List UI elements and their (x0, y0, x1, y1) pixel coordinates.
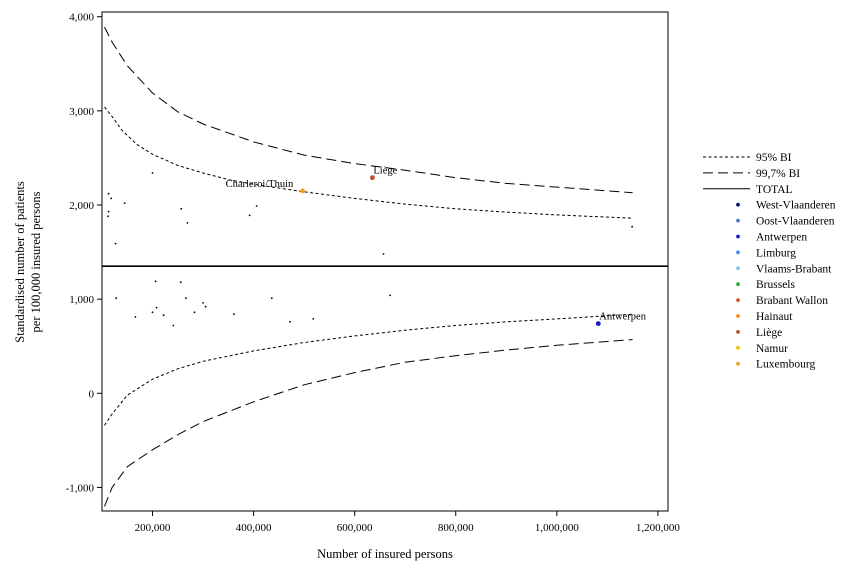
data-point-9 (186, 222, 189, 224)
data-point-7 (151, 172, 154, 174)
x-tick-label-2: 400,000 (236, 522, 272, 534)
data-point-21 (179, 281, 182, 284)
data-point-2 (110, 197, 112, 200)
plot-frame (101, 11, 669, 512)
legend-label-brabant-wallon: Brabant Wallon (756, 295, 828, 307)
annotation-charleroi-thuin: Charleroi/Thuin (226, 179, 294, 190)
legend-label-luxembourg: Luxembourg (756, 359, 815, 371)
line-ci997-upper (104, 26, 633, 194)
data-point-11 (255, 205, 258, 207)
legend-swatch-west-vlaanderen (736, 202, 740, 207)
data-point-32 (370, 175, 375, 181)
data-point-31 (300, 188, 305, 194)
legend-label-west-vlaanderen: West-Vlaanderen (756, 200, 836, 212)
data-point-29 (312, 318, 315, 320)
x-axis-title: Number of insured persons (317, 547, 453, 561)
legend-label-namur: Namur (756, 343, 788, 355)
data-point-15 (134, 316, 137, 318)
legend-label-95-bi: 95% BI (756, 152, 792, 164)
legend-label-brussels: Brussels (756, 279, 796, 291)
legend-swatch-li-ge (736, 330, 740, 334)
y-axis-title-line-1: Standardised number of patients (13, 181, 27, 343)
data-point-28 (289, 320, 291, 323)
data-point-13 (631, 225, 633, 228)
data-point-1 (107, 192, 110, 195)
confidence-curves (104, 26, 633, 507)
legend-swatch-namur (736, 345, 740, 350)
y-tick-label-5: 0 (89, 388, 95, 400)
data-point-26 (233, 313, 235, 316)
annotation-antwerpen: Antwerpen (599, 312, 646, 323)
x-tick-label-3: 600,000 (337, 522, 373, 534)
data-point-18 (155, 306, 158, 309)
legend-swatch-limburg (736, 250, 740, 255)
x-tick-label-6: 1,200,000 (636, 522, 681, 534)
x-axis: 200,000 400,000 600,000 800,000 1,000,000 1,2… (135, 511, 681, 534)
data-point-19 (162, 314, 165, 317)
data-point-25 (204, 305, 207, 308)
legend-label-oost-vlaanderen: Oost-Vlaanderen (756, 216, 835, 228)
data-point-24 (202, 302, 205, 304)
data-point-22 (185, 297, 187, 300)
data-point-33 (595, 321, 601, 326)
line-ci997-lower (104, 339, 633, 507)
data-points: Charleroi/Thuin Liège Antwerpen (107, 166, 647, 327)
x-tick-label-1: 200,000 (135, 522, 171, 534)
data-point-27 (270, 297, 273, 300)
legend: 95% BI 99,7% BI TOTAL West-Vlaanderen Oost-V… (703, 152, 836, 371)
legend-swatch-brussels (736, 282, 740, 287)
data-point-16 (151, 311, 154, 314)
y-tick-label-6: -1,000 (66, 482, 95, 494)
y-tick-label-1: 4,000 (69, 12, 94, 24)
data-point-4 (107, 215, 109, 218)
legend-label-hainaut: Hainaut (756, 311, 793, 323)
legend-label-li-ge: Liège (756, 327, 782, 339)
data-point-10 (248, 214, 251, 217)
legend-label-antwerpen: Antwerpen (756, 232, 807, 244)
legend-label-vlaams-brabant: Vlaams-Brabant (756, 263, 832, 275)
legend-label-limburg: Limburg (756, 247, 796, 259)
legend-swatch-vlaams-brabant (736, 266, 740, 271)
data-point-12 (382, 253, 385, 255)
legend-swatch-antwerpen (736, 234, 740, 239)
x-tick-label-4: 800,000 (438, 522, 474, 534)
legend-label-total: TOTAL (756, 184, 793, 196)
data-point-30 (389, 294, 391, 297)
legend-swatch-hainaut (736, 314, 740, 318)
legend-label-99-7-bi: 99,7% BI (756, 168, 800, 180)
y-tick-label-3: 2,000 (69, 200, 94, 212)
data-point-14 (115, 297, 118, 300)
y-axis: 4,000 3,000 2,000 1,000 0 -1,000 (66, 12, 102, 494)
x-tick-label-5: 1,000,000 (535, 522, 580, 534)
data-point-6 (114, 242, 117, 245)
data-point-17 (154, 280, 157, 283)
data-point-20 (172, 324, 175, 327)
annotation-li-ge: Liège (373, 166, 397, 177)
line-ci95-upper (104, 106, 633, 219)
data-point-5 (123, 202, 126, 205)
y-axis-title-line-2: per 100,000 insured persons (29, 191, 43, 332)
legend-swatch-luxembourg (736, 361, 740, 366)
y-tick-label-4: 1,000 (69, 294, 94, 306)
y-tick-label-2: 3,000 (69, 106, 94, 118)
legend-swatch-brabant-wallon (736, 298, 740, 302)
data-point-8 (180, 207, 183, 210)
data-point-3 (107, 210, 110, 213)
legend-swatch-oost-vlaanderen (736, 218, 740, 223)
line-ci95-lower (104, 313, 633, 426)
data-point-23 (193, 311, 196, 314)
